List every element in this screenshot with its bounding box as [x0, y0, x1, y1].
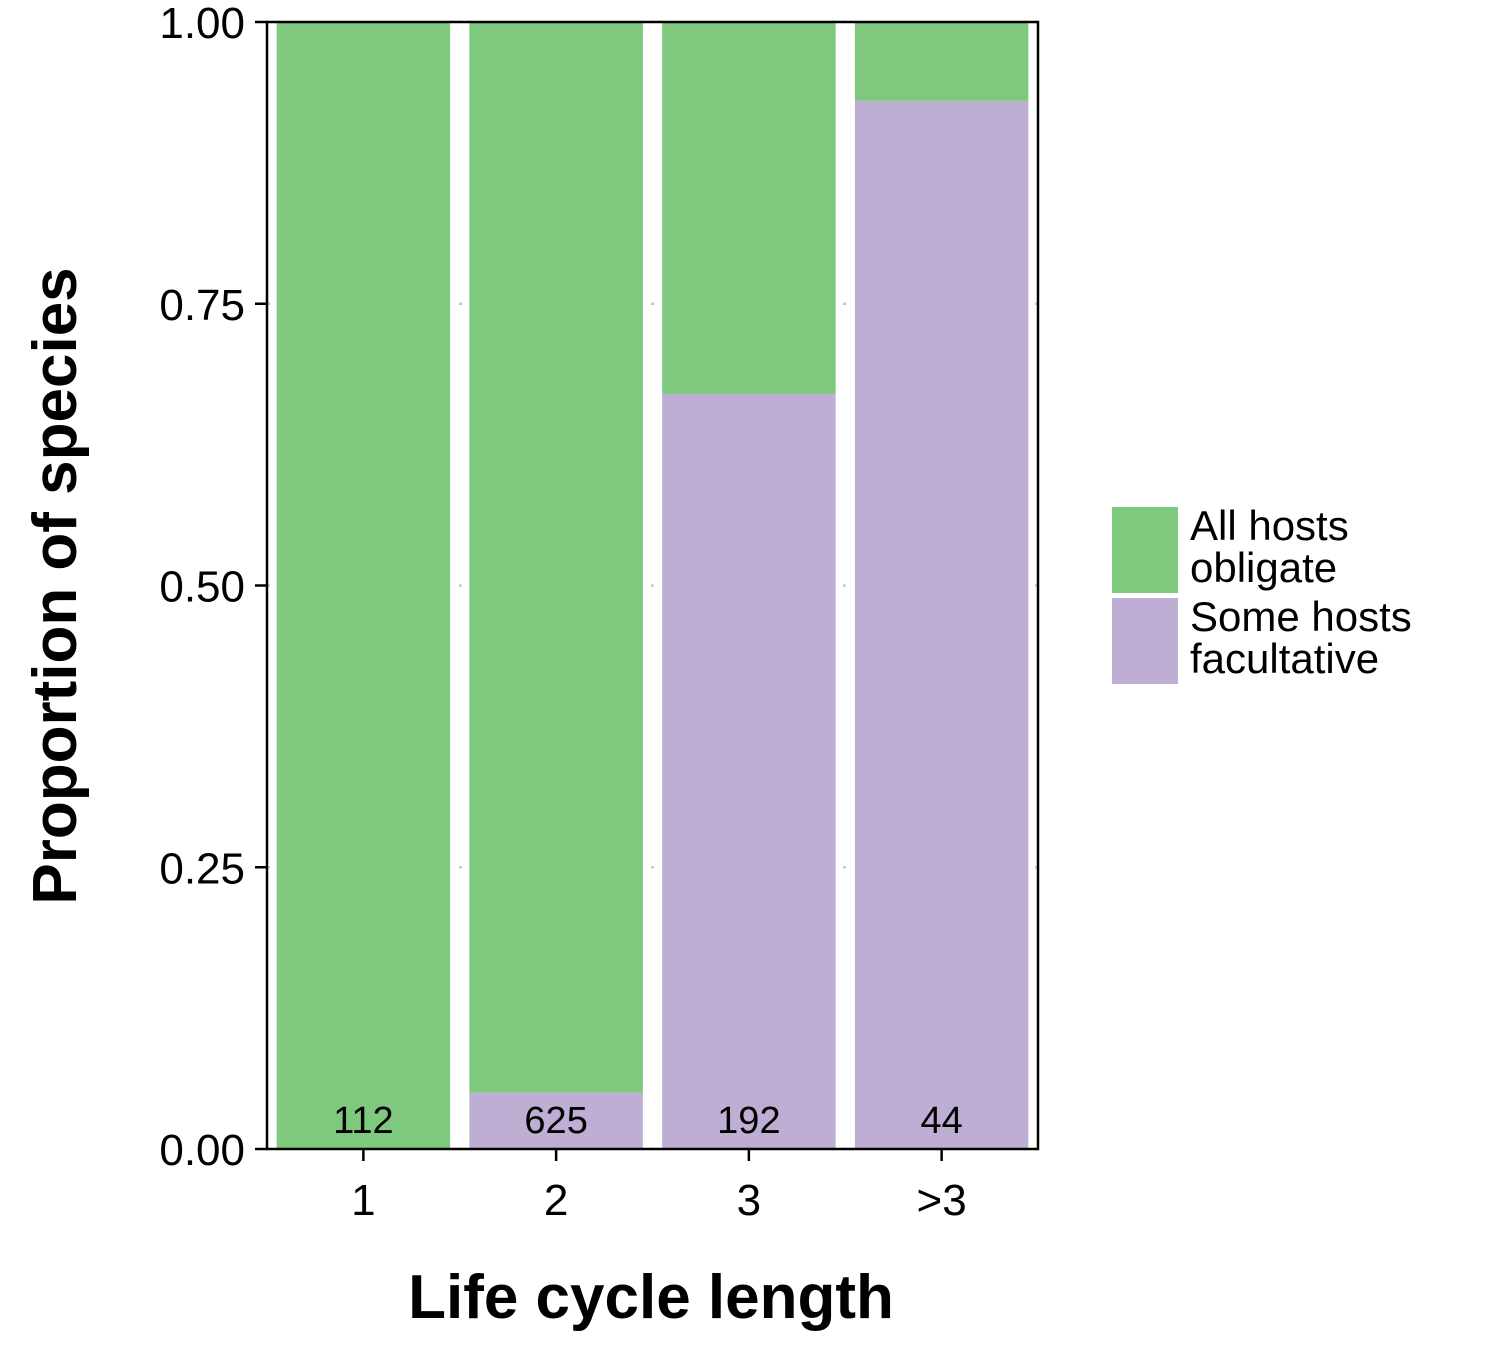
x-axis-title: Life cycle length [408, 1263, 894, 1332]
legend-label-line1: All hosts [1190, 502, 1349, 549]
legend-label-line2: facultative [1190, 635, 1379, 682]
count-label: 625 [524, 1100, 587, 1142]
y-axis: 0.00 0.25 0.50 0.75 1.00 [159, 0, 267, 1175]
bar-segment [854, 22, 1029, 101]
x-tick-label: 1 [351, 1176, 375, 1225]
bar-segment [276, 22, 451, 1149]
bar-segment [662, 22, 836, 394]
y-tick-label: 0.00 [159, 1126, 245, 1175]
legend-label-line1: Some hosts [1190, 593, 1412, 640]
bars [276, 22, 1029, 1149]
bar-segment [469, 1092, 643, 1149]
legend-key [1112, 598, 1178, 684]
bar-segment [469, 22, 643, 1093]
x-axis: 1 2 3 >3 [351, 1149, 967, 1225]
y-tick-label: 0.50 [159, 563, 245, 612]
count-labels: 112 625 192 44 [333, 1100, 963, 1142]
x-tick-label: >3 [917, 1176, 967, 1225]
count-label: 44 [920, 1100, 962, 1142]
y-tick-label: 1.00 [159, 0, 245, 48]
y-axis-title: Proportion of species [21, 267, 90, 904]
y-tick-label: 0.75 [159, 281, 245, 330]
bar-segment [662, 393, 836, 1149]
bar-segment [854, 100, 1029, 1149]
count-label: 192 [717, 1100, 780, 1142]
y-tick-label: 0.25 [159, 844, 245, 893]
x-tick-label: 3 [737, 1176, 761, 1225]
legend-label-line2: obligate [1190, 544, 1337, 591]
x-tick-label: 2 [544, 1176, 568, 1225]
count-label: 112 [333, 1100, 394, 1142]
legend-key [1112, 507, 1178, 593]
